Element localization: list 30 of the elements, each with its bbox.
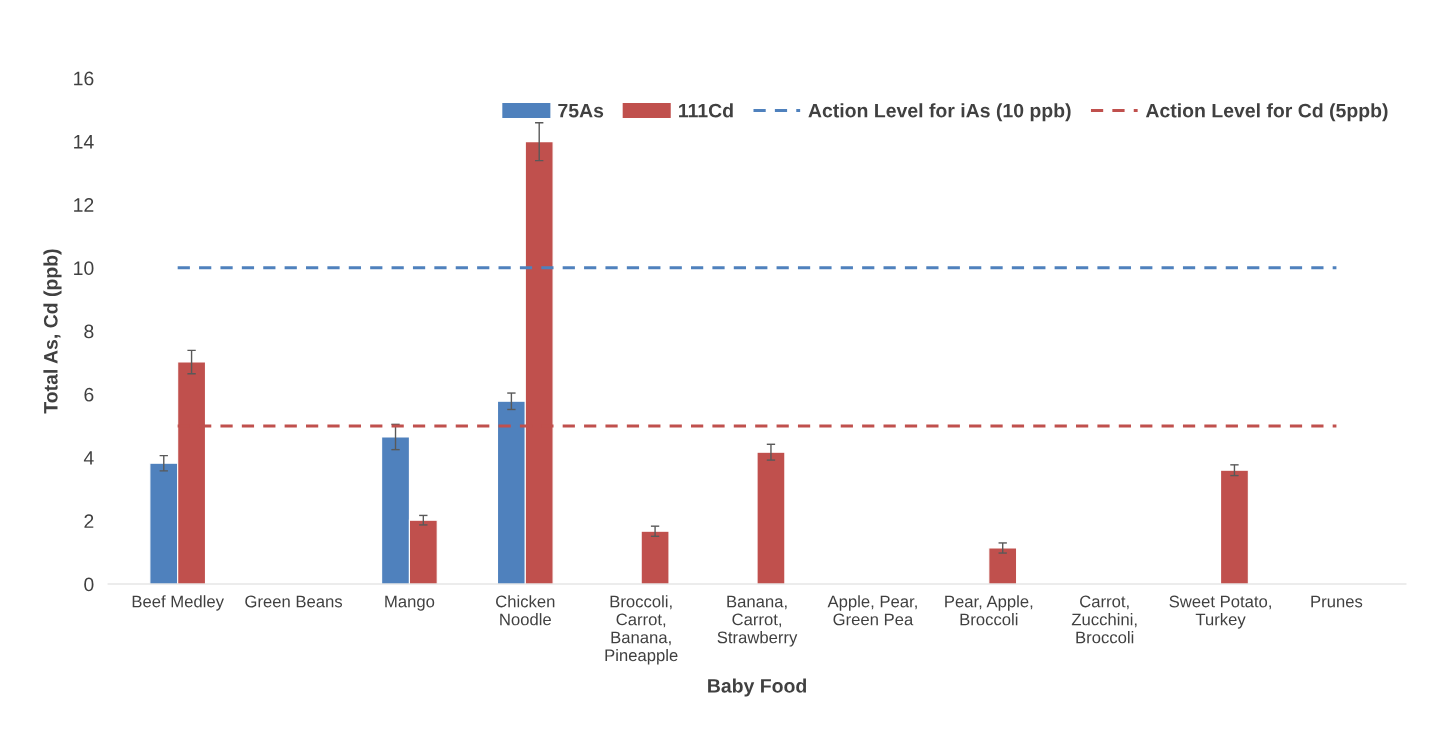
y-tick-label: 2 — [84, 514, 94, 528]
x-tick-label: Broccoli, Carrot, Banana, Pineapple — [605, 595, 678, 665]
y-tick-label: 0 — [84, 577, 94, 592]
x-tick-label: Prunes — [1311, 595, 1363, 608]
x-tick-label: Apple, Pear, Green Pea — [827, 595, 917, 626]
y-tick-label: 6 — [84, 387, 94, 402]
x-tick-label: Beef Medley — [132, 595, 224, 611]
x-tick-label: Green Beans — [245, 595, 343, 608]
y-tick-label: 8 — [84, 324, 94, 339]
bar — [640, 530, 670, 585]
y-axis-title: Total As, Cd (ppb) — [43, 249, 62, 414]
bar — [1219, 469, 1249, 585]
legend-label: 111Cd — [679, 103, 733, 118]
x-tick-label: Banana, Carrot, Strawberry — [717, 595, 798, 647]
bar — [756, 451, 786, 585]
x-tick-label: Pear, Apple, Broccoli — [945, 595, 1033, 626]
y-tick-label: 4 — [83, 451, 94, 465]
legend-label: 75As — [558, 103, 604, 118]
y-tick-label: 14 — [74, 135, 94, 149]
legend-label: Action Level for iAs (10 ppb) — [808, 103, 1071, 122]
x-tick-label: Chicken Noodle — [496, 595, 555, 626]
x-axis-title: Baby Food — [708, 678, 806, 697]
bar — [988, 547, 1018, 585]
y-tick-label: 16 — [74, 71, 94, 86]
x-tick-label: Mango — [385, 595, 435, 611]
y-tick-label: 12 — [74, 198, 94, 212]
x-tick-label: Carrot, Zucchini, Broccoli — [1071, 595, 1137, 644]
y-tick-label: 10 — [74, 261, 94, 276]
x-tick-label: Sweet Potato, Turkey — [1169, 595, 1271, 629]
legend-label: Action Level for Cd (5ppb) — [1145, 103, 1388, 122]
